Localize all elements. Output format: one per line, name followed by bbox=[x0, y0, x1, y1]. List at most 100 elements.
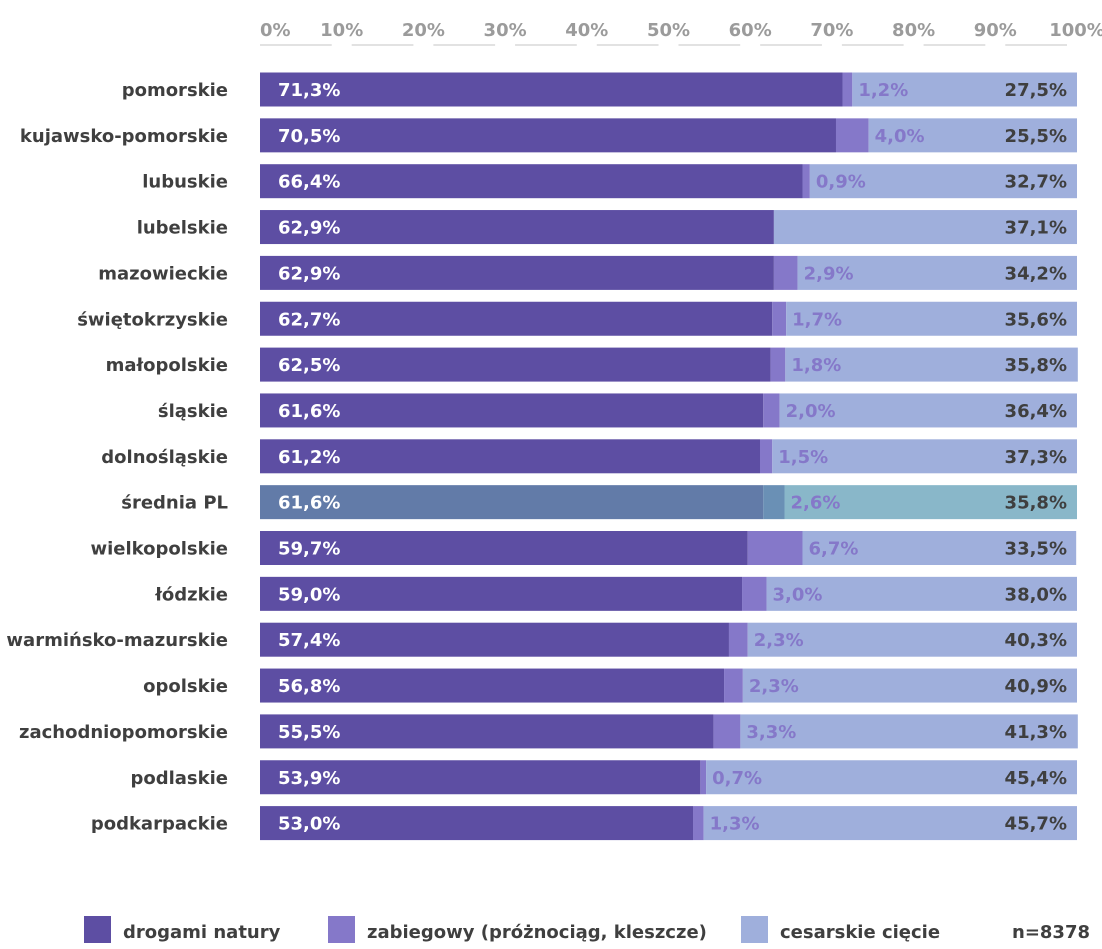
bar-segment bbox=[797, 255, 1077, 290]
data-label: 1,2% bbox=[858, 80, 908, 101]
legend-swatch bbox=[84, 916, 111, 943]
data-label: 45,4% bbox=[1005, 768, 1067, 789]
data-label: 35,6% bbox=[1005, 309, 1067, 330]
bar-segment bbox=[260, 118, 836, 153]
bar-segment bbox=[786, 301, 1077, 336]
data-label: 57,4% bbox=[278, 630, 340, 651]
data-label: 0,9% bbox=[816, 172, 866, 193]
data-label: 2,3% bbox=[749, 676, 799, 697]
category-label: mazowieckie bbox=[98, 263, 228, 284]
data-label: 35,8% bbox=[1005, 493, 1067, 514]
x-tick-label: 70% bbox=[810, 20, 853, 41]
category-label: świętokrzyskie bbox=[77, 309, 228, 330]
category-label: lubuskie bbox=[142, 172, 228, 193]
bar-segment bbox=[724, 668, 743, 703]
data-label: 27,5% bbox=[1005, 80, 1067, 101]
legend-item: drogami natury bbox=[84, 916, 281, 943]
category-label: pomorskie bbox=[122, 80, 228, 101]
bar-segment bbox=[728, 622, 748, 657]
bar-segment bbox=[868, 118, 1077, 153]
category-label: wielkopolskie bbox=[90, 539, 228, 560]
bar-segment bbox=[766, 576, 1077, 611]
legend-swatch bbox=[741, 916, 768, 943]
bar-segment bbox=[260, 760, 701, 795]
x-tick-label: 50% bbox=[647, 20, 690, 41]
bar-segment bbox=[802, 531, 1077, 565]
chart-row: warmińsko-mazurskie 57,4% 2,3% 40,3% bbox=[6, 622, 1077, 657]
data-label: 2,0% bbox=[786, 401, 836, 422]
data-label: 62,5% bbox=[278, 355, 340, 376]
data-label: 61,2% bbox=[278, 447, 340, 468]
chart-row: łódzkie 59,0% 3,0% 38,0% bbox=[154, 576, 1077, 611]
category-label: średnia PL bbox=[121, 493, 228, 514]
chart-row: podkarpackie 53,0% 1,3% 45,7% bbox=[91, 806, 1077, 841]
data-label: 3,0% bbox=[773, 584, 823, 605]
chart-row: pomorskie 71,3% 1,2% 27,5% bbox=[122, 72, 1077, 107]
category-label: podkarpackie bbox=[91, 814, 228, 835]
bar-segment bbox=[260, 485, 764, 520]
data-label: 53,9% bbox=[278, 768, 340, 789]
chart-row: śląskie 61,6% 2,0% 36,4% bbox=[158, 393, 1077, 428]
chart-row: lubuskie 66,4% 0,9% 32,7% bbox=[142, 164, 1077, 199]
bar-segment bbox=[742, 668, 1077, 703]
category-label: małopolskie bbox=[106, 355, 228, 376]
x-tick-label: 90% bbox=[974, 20, 1017, 41]
bar-segment bbox=[693, 806, 704, 841]
bar-segment bbox=[770, 347, 786, 382]
data-label: 1,3% bbox=[710, 814, 760, 835]
bar-segment bbox=[700, 760, 707, 795]
data-label: 2,9% bbox=[804, 263, 854, 284]
legend-swatch bbox=[328, 916, 355, 943]
category-label: dolnośląskie bbox=[101, 447, 228, 468]
bar-segment bbox=[809, 164, 1077, 199]
bar-segment bbox=[742, 576, 767, 611]
x-tick-label: 10% bbox=[320, 20, 363, 41]
chart-row: małopolskie 62,5% 1,8% 35,8% bbox=[106, 347, 1078, 382]
bar-segment bbox=[760, 439, 773, 474]
bar-segment bbox=[260, 210, 774, 245]
bar-segment bbox=[260, 576, 743, 611]
data-label: 37,1% bbox=[1005, 218, 1067, 239]
bar-segment bbox=[747, 622, 1077, 657]
data-label: 1,7% bbox=[792, 309, 842, 330]
legend-label: cesarskie cięcie bbox=[780, 922, 940, 943]
data-label: 36,4% bbox=[1005, 401, 1067, 422]
chart-row: opolskie 56,8% 2,3% 40,9% bbox=[143, 668, 1077, 703]
sample-size-note: n=8378 bbox=[1012, 922, 1090, 943]
data-label: 38,0% bbox=[1005, 584, 1067, 605]
data-label: 1,8% bbox=[791, 355, 841, 376]
data-label: 53,0% bbox=[278, 814, 340, 835]
bar-segment bbox=[842, 72, 853, 107]
x-tick-label: 20% bbox=[402, 20, 445, 41]
chart-row: mazowieckie 62,9% 2,9% 34,2% bbox=[98, 255, 1077, 290]
bar-segment bbox=[740, 714, 1078, 749]
bar-segment bbox=[260, 301, 773, 336]
data-label: 62,9% bbox=[278, 263, 340, 284]
bar-segment bbox=[703, 806, 1077, 841]
category-label: opolskie bbox=[143, 676, 228, 697]
bar-segment bbox=[779, 393, 1077, 428]
data-label: 4,0% bbox=[875, 126, 925, 147]
x-tick-label: 60% bbox=[729, 20, 772, 41]
chart-row: świętokrzyskie 62,7% 1,7% 35,6% bbox=[77, 301, 1077, 336]
data-label: 1,5% bbox=[778, 447, 828, 468]
legend-item: cesarskie cięcie bbox=[741, 916, 940, 943]
category-label: śląskie bbox=[158, 401, 228, 422]
data-label: 55,5% bbox=[278, 722, 340, 743]
x-tick-label: 40% bbox=[565, 20, 608, 41]
x-axis: 0% 10% 20% 30% 40% 50% 60% 70% 80% 90% 100% bbox=[260, 20, 1102, 46]
data-label: 62,7% bbox=[278, 309, 340, 330]
bar-segment bbox=[260, 347, 771, 382]
data-label: 2,3% bbox=[754, 630, 804, 651]
chart-row: wielkopolskie 59,7% 6,7% 33,5% bbox=[90, 531, 1077, 565]
chart-row: dolnośląskie 61,2% 1,5% 37,3% bbox=[101, 439, 1077, 474]
chart-row: średnia PL 61,6% 2,6% 35,8% bbox=[121, 485, 1077, 520]
bar-segment bbox=[260, 164, 803, 199]
category-label: łódzkie bbox=[154, 584, 228, 605]
data-label: 2,6% bbox=[791, 493, 841, 514]
data-label: 59,0% bbox=[278, 584, 340, 605]
bar-segment bbox=[747, 531, 803, 565]
bar-segment bbox=[785, 347, 1078, 382]
bar-segment bbox=[713, 714, 741, 749]
